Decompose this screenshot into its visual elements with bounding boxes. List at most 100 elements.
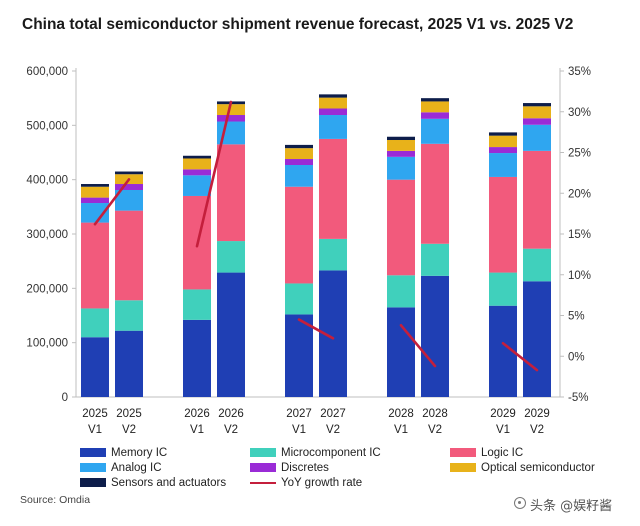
category-year-label: 2029: [524, 408, 550, 420]
category-version-label: V2: [224, 424, 238, 436]
right-tick-label: -5%: [568, 392, 588, 404]
left-tick-label: 0: [62, 392, 68, 404]
left-tick-label: 600,000: [26, 66, 68, 78]
bar-analog_ic: [115, 189, 143, 211]
bar-memory_ic: [421, 275, 449, 397]
bar-logic_ic: [115, 210, 143, 301]
bar-microcomponent_ic: [489, 272, 517, 306]
bar-sensors_and_actuators: [183, 155, 211, 159]
legend-label: Discretes: [281, 462, 329, 474]
legend-swatch: [80, 448, 106, 458]
bar-logic_ic: [285, 186, 313, 284]
right-tick-label: 20%: [568, 188, 591, 200]
bar-sensors_and_actuators: [387, 136, 415, 141]
bar-analog_ic: [183, 175, 211, 196]
yoy-growth-line: [501, 341, 539, 372]
category-year-label: 2027: [320, 408, 346, 420]
legend-item-sensors_and_actuators: Sensors and actuators: [80, 477, 226, 489]
bar-discretes: [285, 159, 313, 165]
right-tick-label: 15%: [568, 229, 591, 241]
legend-label: Memory IC: [111, 447, 168, 459]
bar-microcomponent_ic: [217, 241, 245, 273]
bar-logic_ic: [319, 138, 347, 239]
category-year-label: 2026: [184, 408, 210, 420]
watermark-text: 头条 @娱籽酱: [530, 499, 613, 514]
bar-sensors_and_actuators: [115, 171, 143, 175]
legend-item-microcomponent_ic: Microcomponent IC: [250, 447, 381, 459]
bar-sensors_and_actuators: [523, 103, 551, 107]
bar-discretes: [523, 118, 551, 125]
yoy-growth-line: [297, 318, 335, 340]
right-tick-label: 30%: [568, 107, 591, 119]
bar-analog_ic: [489, 153, 517, 177]
bar-sensors_and_actuators: [319, 94, 347, 98]
bar-logic_ic: [489, 176, 517, 273]
bar-memory_ic: [115, 330, 143, 397]
source-note: Source: Omdia: [20, 494, 91, 506]
legend-swatch: [250, 481, 276, 485]
bar-optical_semiconductor: [319, 97, 347, 109]
bar-microcomponent_ic: [421, 243, 449, 276]
chart-plot: 0 100,000 200,000 300,000 400,000 500,000 600,…: [26, 66, 591, 436]
legend-swatch: [250, 448, 276, 458]
bar-microcomponent_ic: [523, 248, 551, 282]
bar-discretes: [217, 115, 245, 122]
legend-label: YoY growth rate: [281, 477, 363, 489]
category-version-label: V2: [428, 424, 442, 436]
chart-title: China total semiconductor shipment reven…: [22, 16, 574, 33]
category-year-label: 2025: [82, 408, 108, 420]
category-version-label: V1: [496, 424, 510, 436]
legend-swatch: [450, 463, 476, 473]
category-year-label: 2027: [286, 408, 312, 420]
left-tick-label: 300,000: [26, 229, 68, 241]
bar-analog_ic: [421, 118, 449, 144]
bar-memory_ic: [217, 272, 245, 397]
yoy-growth-line: [399, 323, 437, 368]
category-year-label: 2028: [422, 408, 448, 420]
category-version-label: V2: [122, 424, 136, 436]
legend-swatch: [80, 478, 106, 488]
bar-discretes: [115, 184, 143, 190]
bar-optical_semiconductor: [183, 158, 211, 170]
bar-analog_ic: [285, 164, 313, 187]
legend-swatch: [450, 448, 476, 458]
bar-optical_semiconductor: [421, 101, 449, 113]
bar-memory_ic: [523, 281, 551, 397]
right-tick-label: 25%: [568, 148, 591, 160]
category-version-label: V1: [292, 424, 306, 436]
category-version-label: V2: [530, 424, 544, 436]
bar-memory_ic: [183, 319, 211, 397]
bar-optical_semiconductor: [387, 140, 415, 151]
bar-sensors_and_actuators: [81, 184, 109, 187]
category-year-label: 2025: [116, 408, 142, 420]
bar-sensors_and_actuators: [421, 98, 449, 102]
bar-discretes: [319, 108, 347, 116]
watermark-icon: [514, 497, 526, 509]
bar-logic_ic: [81, 222, 109, 309]
chart-legend: Memory IC Microcomponent IC Logic IC Analog…: [80, 447, 620, 491]
bar-microcomponent_ic: [319, 238, 347, 271]
legend-item-logic_ic: Logic IC: [450, 447, 523, 459]
category-year-label: 2028: [388, 408, 414, 420]
legend-label: Optical semiconductor: [481, 462, 595, 474]
yoy-growth-line: [93, 178, 131, 226]
right-tick-label: 10%: [568, 270, 591, 282]
bar-analog_ic: [319, 115, 347, 139]
legend-item-analog_ic: Analog IC: [80, 462, 162, 474]
legend-label: Sensors and actuators: [111, 477, 227, 489]
left-tick-label: 200,000: [26, 283, 68, 295]
category-version-label: V2: [326, 424, 340, 436]
legend-item-yoy_growth_rate: YoY growth rate: [250, 477, 362, 489]
bar-optical_semiconductor: [81, 186, 109, 198]
bar-memory_ic: [387, 307, 415, 397]
bar-microcomponent_ic: [81, 308, 109, 338]
bar-logic_ic: [523, 150, 551, 249]
bar-logic_ic: [387, 179, 415, 276]
bar-microcomponent_ic: [183, 289, 211, 320]
bar-discretes: [387, 150, 415, 157]
left-tick-label: 500,000: [26, 120, 68, 132]
legend-label: Analog IC: [111, 462, 162, 474]
category-version-label: V1: [88, 424, 102, 436]
category-version-label: V1: [190, 424, 204, 436]
